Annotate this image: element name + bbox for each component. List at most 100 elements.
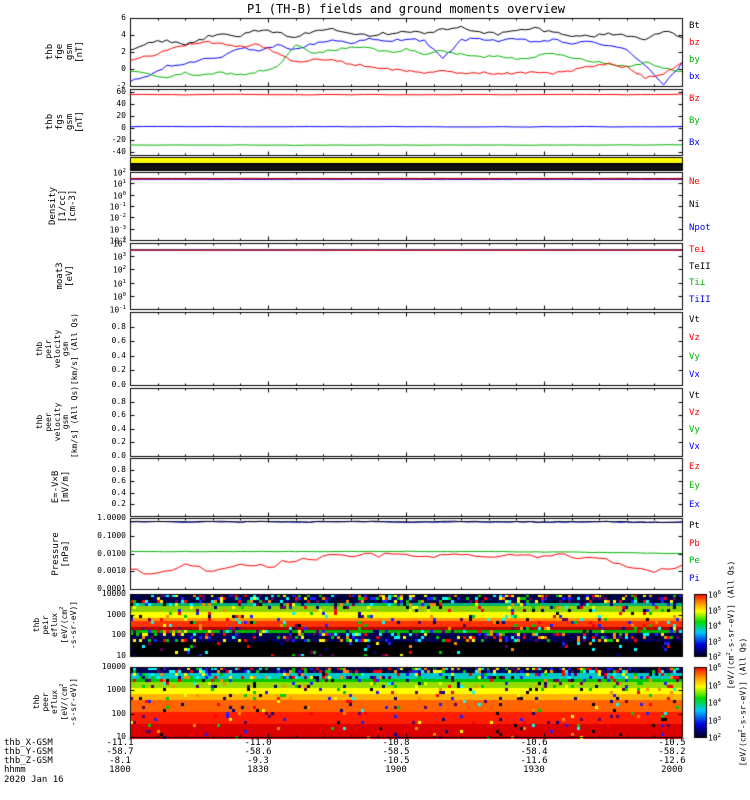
footer-value: -9.3 xyxy=(247,756,269,766)
ytick-label: 0.6 xyxy=(111,476,126,486)
ytick-label: 20 xyxy=(116,111,126,120)
colorbar-axis-label: [eV/(cm2-s-sr-eV)] (All Qs) xyxy=(725,560,736,690)
footer-value: -11.6 xyxy=(520,756,548,766)
ytick-label: 0.8 xyxy=(111,321,126,331)
ytick-label: 0.0010 xyxy=(97,566,126,576)
footer-value: -58.5 xyxy=(382,747,410,757)
legend-label: Pi xyxy=(689,574,700,585)
legend-label: Vx xyxy=(689,441,700,452)
footer-value: -58.2 xyxy=(658,747,686,757)
ytick-label: 0.8 xyxy=(111,396,126,406)
ytick-label: 0 xyxy=(121,64,126,73)
footer-value: -12.6 xyxy=(658,756,686,766)
footer-value: -58.4 xyxy=(520,747,548,757)
ytick-label: 0.2 xyxy=(111,437,126,447)
footer-value: -10.5 xyxy=(658,738,686,748)
colorbar-tick-label: 103 xyxy=(708,715,722,726)
footer-value: -58.7 xyxy=(106,747,134,757)
ytick-label: 100 xyxy=(112,190,126,201)
colorbar-tick-label: 104 xyxy=(708,621,722,631)
colorbar-tick-label: 102 xyxy=(708,733,722,743)
ytick-label: 0.4 xyxy=(111,423,126,433)
footer-row-label: thb_Y-GSM xyxy=(4,747,53,757)
ytick-label: 0.8 xyxy=(111,464,126,474)
ytick-label: 10 xyxy=(116,651,126,660)
legend-label: Vy xyxy=(689,424,700,435)
legend-label: Pt xyxy=(689,520,700,531)
ytick-label: 104 xyxy=(112,239,126,249)
footer-row-label: hhmm xyxy=(4,765,26,775)
legend-label: by xyxy=(689,54,700,65)
ytick-label: 101 xyxy=(112,179,126,189)
panel-ylabel: thb fgs gsm [nT] xyxy=(45,111,85,133)
footer-value: 2000 xyxy=(661,765,683,775)
footer-date: 2020 Jan 16 xyxy=(4,775,64,785)
panel-ylabel: Density [1/cc] [cm-3] xyxy=(48,187,78,225)
footer-value: -11.1 xyxy=(106,738,134,748)
ytick-label: 0.4 xyxy=(111,487,126,497)
footer-value: 1930 xyxy=(523,765,545,775)
ytick-label: 103 xyxy=(112,252,126,262)
ytick-label: -40 xyxy=(111,147,126,156)
panel-ylabel: E=-V×B [mV/m] xyxy=(51,470,71,504)
footer-value: -58.6 xyxy=(244,747,272,757)
ytick-label: 1.0000 xyxy=(97,513,126,522)
ytick-label: 10-4 xyxy=(109,236,126,246)
ytick-label: 0.1000 xyxy=(97,530,126,540)
ytick-label: 0.2 xyxy=(111,499,126,509)
legend-label: TiII xyxy=(689,294,711,305)
ytick-label: 10-1 xyxy=(109,305,126,315)
ytick-label: 0.0 xyxy=(111,451,126,460)
footer-value: 1830 xyxy=(247,765,269,775)
colorbar-tick-label: 106 xyxy=(708,590,722,600)
legend-label: Ex xyxy=(689,500,700,511)
ytick-label: 10-3 xyxy=(109,224,126,235)
legend-label: bx xyxy=(689,71,700,82)
ytick-label: 0.0001 xyxy=(97,584,126,593)
ytick-label: 10-1 xyxy=(109,202,126,212)
panel-ylabel: thb peir eflux [eV/(cm2 -s-sr-eV)] xyxy=(32,600,79,650)
ytick-label: 0 xyxy=(121,123,126,132)
ytick-label: 0.6 xyxy=(111,336,126,346)
ytick-label: 10-2 xyxy=(109,213,126,223)
footer-value: 1800 xyxy=(109,765,131,775)
ytick-label: 4 xyxy=(121,30,126,39)
legend-label: Ti⊥ xyxy=(689,278,706,289)
legend-label: Vz xyxy=(689,333,700,344)
ytick-label: 10 xyxy=(116,732,126,741)
legend-label: Bz xyxy=(689,94,700,104)
ytick-label: 60 xyxy=(116,87,126,96)
legend-label: Ey xyxy=(689,481,700,491)
panel-ylabel: thb fge gsm [nT] xyxy=(45,41,85,63)
ytick-label: 10000 xyxy=(101,662,126,671)
colorbar-tick-label: 106 xyxy=(708,663,722,673)
ytick-label: 0.4 xyxy=(111,350,126,360)
legend-label: Vt xyxy=(689,315,700,326)
colorbar-tick-label: 103 xyxy=(708,636,722,647)
legend-label: Pb xyxy=(689,538,700,549)
panel-ylabel: thb peer eflux [eV/(cm2 -s-sr-eV)] xyxy=(32,677,79,727)
footer-value: -10.6 xyxy=(520,738,548,748)
footer-value: 1900 xyxy=(385,765,407,775)
colorbar-tick-label: 105 xyxy=(708,680,722,691)
ytick-label: 100 xyxy=(111,708,126,718)
footer-value: -10.8 xyxy=(382,738,410,748)
legend-label: Pe xyxy=(689,556,700,567)
panel-ylabel: Pressure [nPa] xyxy=(51,531,71,576)
legend-label: Npot xyxy=(689,222,711,233)
ytick-label: 101 xyxy=(112,278,126,289)
ytick-label: 2 xyxy=(121,47,126,56)
legend-label: Ni xyxy=(689,200,700,210)
ytick-label: 100 xyxy=(111,630,126,640)
legend-label: Vx xyxy=(689,369,700,380)
footer-row-label: thb_X-GSM xyxy=(4,738,53,748)
ytick-label: 102 xyxy=(112,168,126,178)
ytick-label: 6 xyxy=(121,13,126,22)
ytick-label: 1000 xyxy=(106,685,126,695)
footer-row-label: thb_Z-GSM xyxy=(4,756,53,766)
ytick-label: 102 xyxy=(112,265,126,276)
panel-ylabel: moat3 [eV] xyxy=(55,262,75,290)
